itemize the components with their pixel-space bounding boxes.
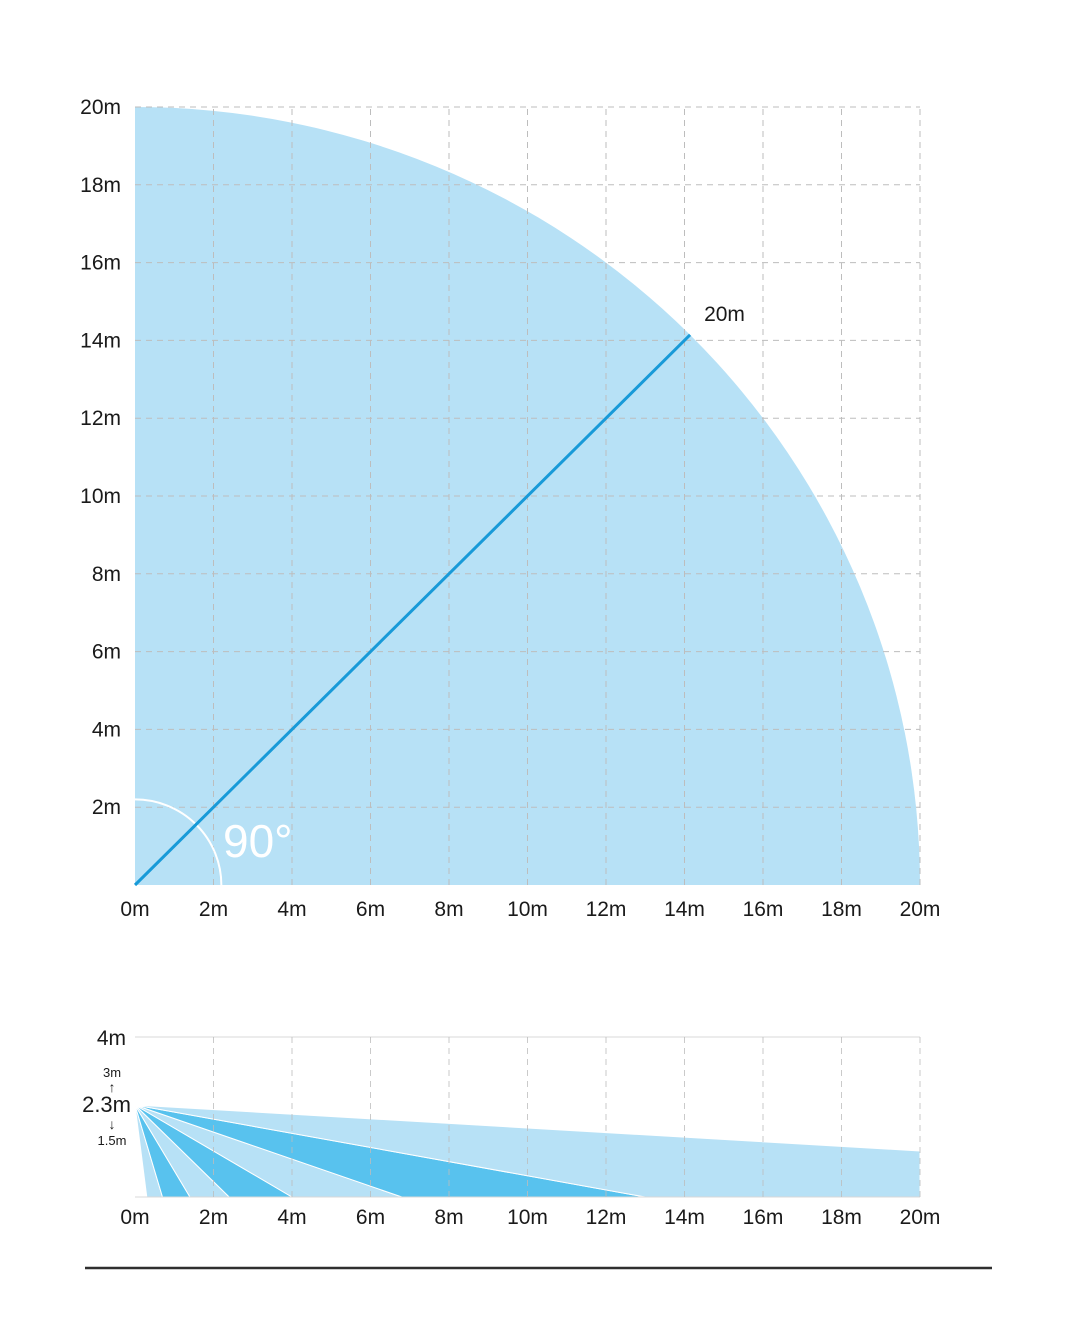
x-axis-tick-label: 14m [664,898,705,921]
x-axis-tick-label: 18m [821,1206,862,1229]
arrow-up-icon: ↑ [109,1079,116,1095]
angle-label: 90° [223,815,293,867]
x-axis-tick-label: 0m [120,1206,149,1229]
y-axis-tick-label: 12m [80,407,121,430]
y-axis-tick-label: 10m [80,485,121,508]
height-min-label: 1.5m [98,1133,127,1148]
x-axis-tick-label: 18m [821,898,862,921]
y-axis-tick-label: 20m [80,96,121,119]
x-axis-tick-label: 16m [743,1206,784,1229]
x-axis-tick-label: 14m [664,1206,705,1229]
x-axis-tick-label: 2m [199,898,228,921]
height-max-label: 3m [103,1065,121,1080]
x-axis-tick-label: 8m [434,898,463,921]
mount-height-label: 2.3m [82,1092,131,1117]
x-axis-tick-label: 16m [743,898,784,921]
y-axis-tick-label: 18m [80,174,121,197]
x-axis-tick-label: 20m [900,1206,941,1229]
x-axis-tick-label: 6m [356,898,385,921]
y-axis-tick-label: 16m [80,252,121,275]
x-axis-tick-label: 8m [434,1206,463,1229]
x-axis-tick-label: 10m [507,898,548,921]
arrow-down-icon: ↓ [109,1116,116,1132]
radius-line [133,333,692,887]
x-axis-tick-label: 12m [586,1206,627,1229]
x-axis-tick-label: 4m [277,898,306,921]
y-axis-tick-label: 2m [92,796,121,819]
y-axis-tick-label: 14m [80,329,121,352]
x-axis-tick-label: 10m [507,1206,548,1229]
y-axis-tick-label: 6m [92,641,121,664]
x-axis-tick-label: 20m [900,898,941,921]
y-axis-tick-label: 4m [92,718,121,741]
x-axis-tick-label: 4m [277,1206,306,1229]
radius-label: 20m [704,303,745,326]
x-axis-tick-label: 0m [120,898,149,921]
x-axis-tick-label: 12m [586,898,627,921]
x-axis-tick-label: 2m [199,1206,228,1229]
y-axis-tick-label: 8m [92,563,121,586]
x-axis-tick-label: 6m [356,1206,385,1229]
y-axis-tick-label: 4m [97,1027,126,1050]
